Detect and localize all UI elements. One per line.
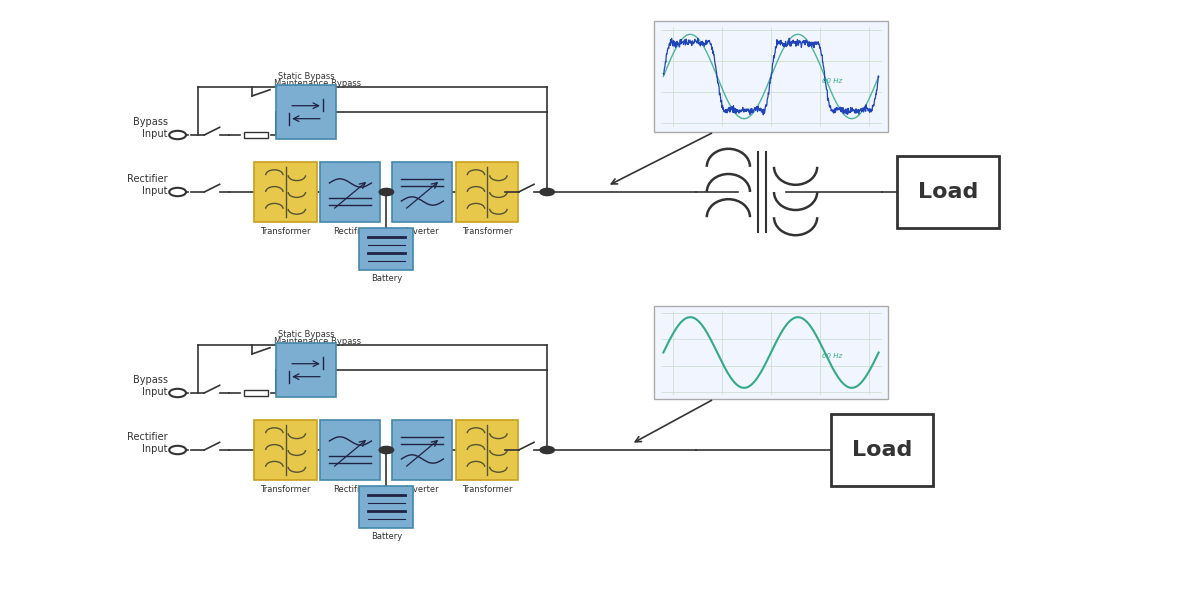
Text: Bypass
Input: Bypass Input xyxy=(133,374,168,397)
Text: Static Bypass: Static Bypass xyxy=(277,72,335,81)
FancyBboxPatch shape xyxy=(392,420,452,480)
Circle shape xyxy=(379,446,394,454)
Text: Rectifier: Rectifier xyxy=(332,485,368,494)
Text: Transformer: Transformer xyxy=(260,485,311,494)
FancyBboxPatch shape xyxy=(320,162,380,222)
Text: Inverter: Inverter xyxy=(406,485,439,494)
Text: Rectifier
Input: Rectifier Input xyxy=(127,173,168,196)
Text: Rectifier: Rectifier xyxy=(332,227,368,236)
FancyBboxPatch shape xyxy=(360,228,413,270)
Text: Load: Load xyxy=(852,440,912,460)
FancyBboxPatch shape xyxy=(254,420,317,480)
Circle shape xyxy=(540,188,554,196)
Circle shape xyxy=(379,188,394,196)
FancyBboxPatch shape xyxy=(456,162,518,222)
FancyBboxPatch shape xyxy=(320,420,380,480)
FancyBboxPatch shape xyxy=(392,162,452,222)
Circle shape xyxy=(540,446,554,454)
Text: Maintenance Bypass: Maintenance Bypass xyxy=(274,337,361,346)
FancyBboxPatch shape xyxy=(830,414,934,486)
FancyBboxPatch shape xyxy=(276,343,336,397)
Text: Bypass
Input: Bypass Input xyxy=(133,116,168,139)
FancyBboxPatch shape xyxy=(654,306,888,399)
Text: 60 Hz: 60 Hz xyxy=(822,353,842,359)
FancyBboxPatch shape xyxy=(360,486,413,528)
FancyBboxPatch shape xyxy=(254,162,317,222)
Text: 60 Hz: 60 Hz xyxy=(822,78,842,84)
Text: Transformer: Transformer xyxy=(260,227,311,236)
Text: Transformer: Transformer xyxy=(462,485,512,494)
FancyBboxPatch shape xyxy=(276,85,336,139)
Text: Inverter: Inverter xyxy=(406,227,439,236)
Text: Rectifier
Input: Rectifier Input xyxy=(127,431,168,454)
Text: Battery: Battery xyxy=(371,274,402,283)
Text: Static Bypass: Static Bypass xyxy=(277,330,335,339)
FancyBboxPatch shape xyxy=(898,156,998,228)
Text: Maintenance Bypass: Maintenance Bypass xyxy=(274,79,361,88)
Bar xyxy=(244,132,268,138)
FancyBboxPatch shape xyxy=(654,21,888,132)
Bar xyxy=(244,390,268,396)
Text: Load: Load xyxy=(918,182,978,202)
Text: Transformer: Transformer xyxy=(462,227,512,236)
Text: Battery: Battery xyxy=(371,532,402,541)
FancyBboxPatch shape xyxy=(456,420,518,480)
